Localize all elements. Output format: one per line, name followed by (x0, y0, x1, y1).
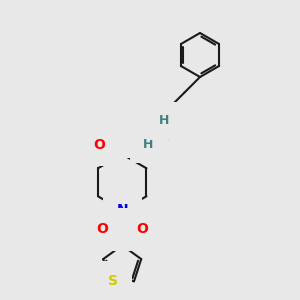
Text: S: S (117, 223, 127, 237)
Text: H: H (159, 114, 169, 127)
Text: N: N (116, 203, 128, 217)
Text: N: N (132, 130, 144, 144)
Text: O: O (136, 222, 148, 236)
Text: O: O (94, 138, 105, 152)
Text: H: H (142, 138, 153, 151)
Text: S: S (109, 274, 118, 289)
Text: O: O (96, 222, 108, 236)
